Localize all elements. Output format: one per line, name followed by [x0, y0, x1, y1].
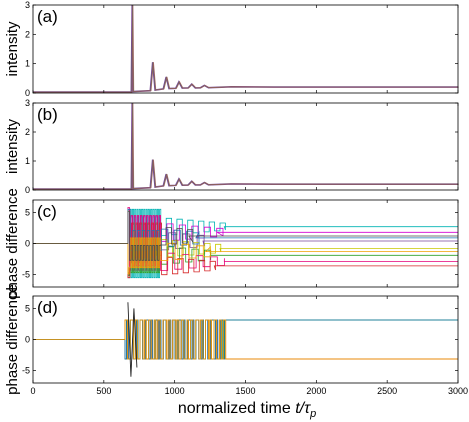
x-tick-label: 2500 — [377, 386, 397, 396]
y-tick-label: 0 — [25, 185, 30, 195]
y-tick-label: 3 — [25, 0, 30, 10]
x-tick-label: 2000 — [306, 386, 326, 396]
plot-background — [33, 5, 458, 93]
y-tick-label: 2 — [25, 29, 30, 39]
y-tick-label: 5 — [25, 207, 30, 217]
y-tick-label: 0 — [25, 239, 30, 249]
y-axis-label: intensity — [4, 21, 21, 77]
phase-series-line — [33, 208, 458, 251]
x-tick-label: 0 — [30, 386, 35, 396]
y-axis-label: phase difference — [4, 284, 21, 395]
intensity-line — [33, 4, 459, 93]
phase-series-line — [33, 319, 458, 360]
panel-a: 0 1 2 3 (a) intensity — [4, 0, 459, 98]
y-tick-label: -5 — [22, 270, 30, 280]
y-axis-label: phase difference — [4, 188, 21, 299]
y-tick-label: 1 — [25, 156, 30, 166]
panel-label: (a) — [37, 7, 58, 26]
x-axis-label: normalized time t/τp — [178, 400, 316, 420]
y-tick-label: 0 — [25, 88, 30, 98]
panel-c: -5 0 5 (c) phase difference — [4, 188, 459, 299]
x-tick-label: 1500 — [235, 386, 255, 396]
panel-label: (c) — [37, 202, 57, 221]
y-tick-label: 3 — [25, 98, 30, 108]
x-tick-label: 500 — [96, 386, 111, 396]
intensity-line — [33, 102, 459, 190]
phase-series-line — [33, 210, 458, 261]
x-tick-label: 1000 — [165, 386, 185, 396]
phase-series-line — [33, 237, 458, 275]
y-axis-label: intensity — [4, 118, 21, 174]
y-tick-label: 1 — [25, 59, 30, 69]
y-tick-label: 0 — [25, 335, 30, 345]
panel-b: 0 1 2 3 (b) intensity — [4, 98, 459, 195]
plot-background — [33, 103, 458, 190]
y-tick-label: -5 — [22, 366, 30, 376]
transient-spike — [127, 302, 138, 377]
x-tick-label: 3000 — [448, 386, 468, 396]
panel-label: (b) — [37, 105, 58, 124]
y-tick-label: 5 — [25, 303, 30, 313]
y-tick-label: 2 — [25, 127, 30, 137]
panel-label: (d) — [37, 298, 58, 317]
